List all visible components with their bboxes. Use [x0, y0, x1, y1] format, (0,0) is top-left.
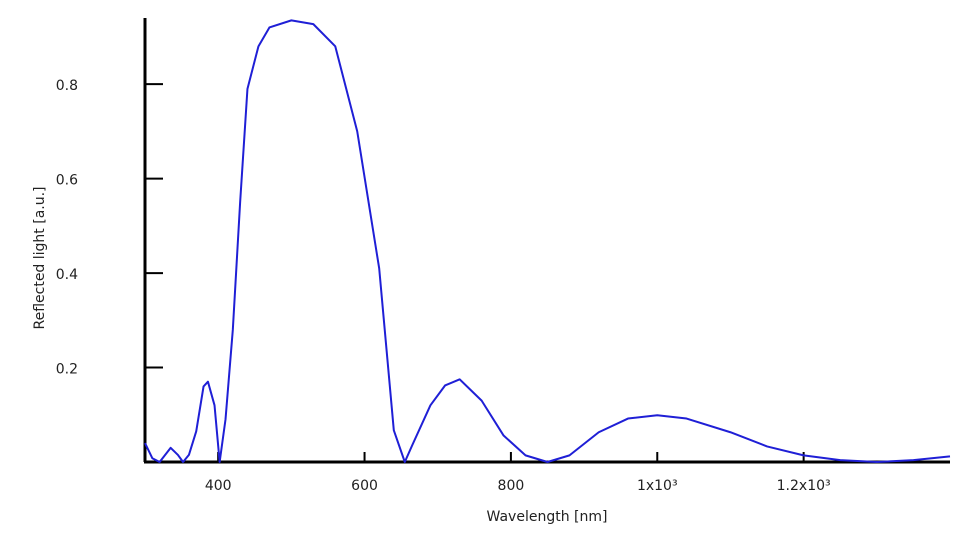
x-axis-label: Wavelength [nm] — [487, 509, 608, 525]
y-tick-label: 0.8 — [56, 78, 78, 94]
data-line — [144, 19, 951, 463]
x-tick-label: 400 — [205, 478, 232, 494]
x-tick-label: 800 — [498, 478, 525, 494]
y-axis-label: Reflected light [a.u.] — [32, 186, 48, 329]
x-tick-label: 1.2x10³ — [777, 478, 831, 494]
x-tick-label: 600 — [351, 478, 378, 494]
y-tick-label: 0.4 — [56, 267, 78, 283]
x-tick-label: 1x10³ — [637, 478, 678, 494]
y-tick-label: 0.6 — [56, 173, 78, 189]
y-tick-label: 0.2 — [56, 362, 78, 378]
